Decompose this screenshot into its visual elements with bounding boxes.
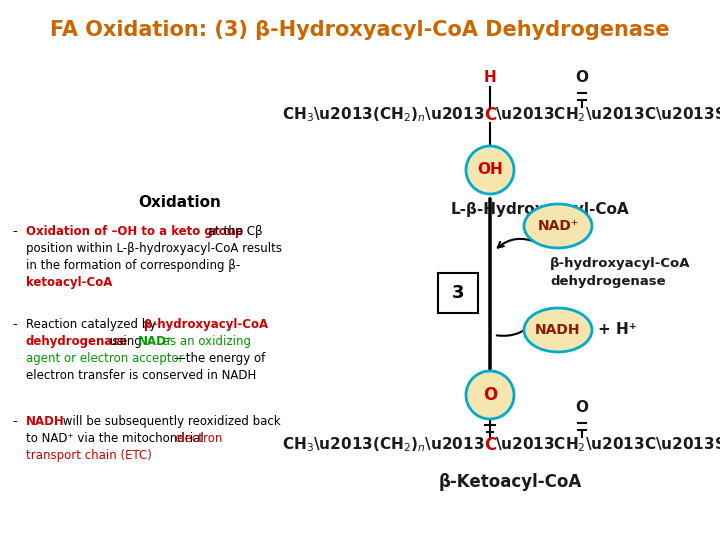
Text: NAD⁺: NAD⁺ <box>537 219 579 233</box>
Text: β-hydroxyacyl-CoA: β-hydroxyacyl-CoA <box>144 318 268 331</box>
Text: \u2013CH$_2$\u2013C\u2013SCoA: \u2013CH$_2$\u2013C\u2013SCoA <box>495 106 720 124</box>
Text: position within L-β-hydroxyacyl-CoA results: position within L-β-hydroxyacyl-CoA resu… <box>26 242 282 255</box>
Text: will be subsequently reoxidized back: will be subsequently reoxidized back <box>59 415 281 428</box>
Ellipse shape <box>466 146 514 194</box>
Text: to NAD⁺ via the mitochondrial: to NAD⁺ via the mitochondrial <box>26 432 207 445</box>
Text: FA Oxidation: (3) β-Hydroxyacyl-CoA Dehydrogenase: FA Oxidation: (3) β-Hydroxyacyl-CoA Dehy… <box>50 20 670 40</box>
Text: β-hydroxyacyl-CoA
dehydrogenase: β-hydroxyacyl-CoA dehydrogenase <box>550 258 690 288</box>
Text: C: C <box>484 106 496 124</box>
Text: in the formation of corresponding β-: in the formation of corresponding β- <box>26 259 240 272</box>
Text: O: O <box>483 386 497 404</box>
Text: O: O <box>575 400 588 415</box>
Text: electron: electron <box>174 432 222 445</box>
Text: transport chain (ETC): transport chain (ETC) <box>26 449 152 462</box>
Text: using: using <box>106 335 145 348</box>
Text: electron transfer is conserved in NADH: electron transfer is conserved in NADH <box>26 369 256 382</box>
Text: \u2013CH$_2$\u2013C\u2013SCoA: \u2013CH$_2$\u2013C\u2013SCoA <box>495 436 720 454</box>
Text: as an oxidizing: as an oxidizing <box>159 335 251 348</box>
Text: —the energy of: —the energy of <box>174 352 265 365</box>
Text: CH$_3$\u2013(CH$_2$)$_n$\u2013: CH$_3$\u2013(CH$_2$)$_n$\u2013 <box>282 106 485 124</box>
Text: agent or electron acceptor: agent or electron acceptor <box>26 352 184 365</box>
Text: NADH: NADH <box>26 415 65 428</box>
Ellipse shape <box>524 308 592 352</box>
Text: -: - <box>12 415 17 428</box>
Text: β-Ketoacyl-CoA: β-Ketoacyl-CoA <box>438 473 582 491</box>
Text: Oxidation of –OH to a keto group: Oxidation of –OH to a keto group <box>26 225 243 238</box>
Ellipse shape <box>524 204 592 248</box>
Text: + H⁺: + H⁺ <box>598 322 636 338</box>
Text: O: O <box>575 70 588 84</box>
Text: -: - <box>12 318 17 331</box>
Text: H: H <box>484 70 496 84</box>
Ellipse shape <box>466 371 514 419</box>
Text: OH: OH <box>477 163 503 178</box>
Text: C: C <box>484 436 496 454</box>
Text: at the Cβ: at the Cβ <box>204 225 263 238</box>
Text: -: - <box>12 225 17 238</box>
Text: Reaction catalyzed by: Reaction catalyzed by <box>26 318 160 331</box>
Text: NADH: NADH <box>535 323 581 337</box>
Text: Oxidation: Oxidation <box>138 195 222 210</box>
Text: NAD⁺: NAD⁺ <box>138 335 173 348</box>
Text: ketoacyl-CoA: ketoacyl-CoA <box>26 276 112 289</box>
Text: dehydrogenase: dehydrogenase <box>26 335 128 348</box>
Text: L-β-Hydroxyacyl-CoA: L-β-Hydroxyacyl-CoA <box>451 202 629 217</box>
FancyBboxPatch shape <box>438 273 478 313</box>
Text: CH$_3$\u2013(CH$_2$)$_n$\u2013: CH$_3$\u2013(CH$_2$)$_n$\u2013 <box>282 436 485 454</box>
Text: 3: 3 <box>451 284 464 302</box>
